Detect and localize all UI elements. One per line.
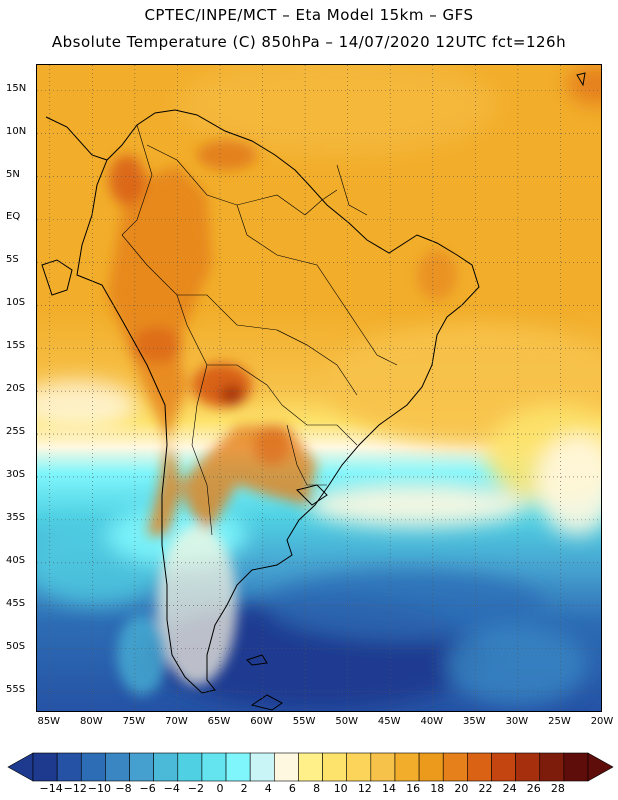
colorbar-tick-label: −2: [187, 782, 205, 795]
lon-label: 70W: [165, 716, 188, 727]
colorbar-tick-label: 12: [357, 782, 372, 795]
colorbar-tick-label: −8: [115, 782, 132, 795]
colorbar-swatch: [177, 752, 203, 782]
lat-label: 5N: [6, 168, 20, 180]
colorbar-swatch: [298, 752, 323, 782]
colorbar-swatch: [153, 752, 179, 782]
colorbar-swatch: [56, 752, 82, 782]
lat-label: EQ: [6, 211, 21, 223]
lat-label: 10S: [6, 297, 26, 309]
lat-label: 5S: [6, 254, 19, 266]
colorbar-tick-label: 8: [313, 782, 321, 795]
colorbar-max-arrow: [587, 752, 614, 782]
colorbar-tick-label: 22: [478, 782, 493, 795]
lon-label: 45W: [377, 716, 401, 727]
colorbar-swatch: [274, 752, 299, 782]
colorbar-swatch: [539, 752, 565, 782]
coastlines: [41, 72, 586, 711]
colorbar-tick-label: 10: [333, 782, 348, 795]
colorbar-tick-label: 28: [550, 782, 565, 795]
colorbar-min-arrow: [7, 752, 34, 782]
colorbar-swatch: [322, 752, 347, 782]
lat-label: 55S: [6, 683, 26, 695]
lat-lon-grid: [37, 65, 601, 711]
country-borders: [121, 124, 398, 536]
colorbar-swatch: [394, 752, 420, 782]
colorbar-tick-label: 16: [406, 782, 421, 795]
colorbar-tick-label: 20: [454, 782, 469, 795]
lat-label: 15N: [6, 82, 27, 94]
lon-label: 65W: [207, 716, 231, 727]
colorbar-tick-label: 0: [216, 782, 224, 795]
colorbar-tick-label: 26: [526, 782, 541, 795]
colorbar-tick-label: −10: [87, 782, 111, 795]
lat-label: 10N: [6, 125, 27, 137]
colorbar-swatch: [225, 752, 251, 782]
colorbar-tick-label: −14: [39, 782, 63, 795]
chart-title-line1: CPTEC/INPE/MCT – Eta Model 15km – GFS: [144, 6, 474, 24]
lat-label: 20S: [6, 383, 26, 395]
lon-label: 80W: [80, 716, 103, 727]
colorbar-swatch: [491, 752, 516, 782]
lon-label: 25W: [548, 716, 571, 727]
colorbar-tick-label: 2: [240, 782, 248, 795]
temperature-field: [37, 65, 601, 711]
colorbar-swatch: [80, 752, 106, 782]
colorbar-swatch: [515, 752, 541, 782]
colorbar-swatch: [442, 752, 468, 782]
lat-label: 30S: [6, 468, 26, 480]
lon-label: 30W: [505, 716, 529, 727]
colorbar-swatch: [370, 752, 396, 782]
colorbar: [7, 752, 614, 782]
colorbar-tick-label: −12: [63, 782, 87, 795]
lon-label: 50W: [335, 716, 358, 727]
colorbar-tick-label: 4: [264, 782, 272, 795]
lat-label: 15S: [6, 340, 26, 352]
colorbar-swatch: [32, 752, 58, 782]
lat-label: 50S: [6, 640, 26, 652]
lat-label: 40S: [6, 554, 26, 566]
lat-label: 25S: [6, 426, 26, 438]
colorbar-swatch: [249, 752, 275, 782]
colorbar-swatches: [7, 752, 614, 782]
chart-title-line2: Absolute Temperature (C) 850hPa – 14/07/…: [51, 33, 567, 51]
map-canvas: [37, 65, 601, 711]
temperature-map: [36, 64, 602, 712]
lon-label: 35W: [463, 716, 486, 727]
colorbar-swatch: [563, 752, 589, 782]
colorbar-swatch: [418, 752, 444, 782]
colorbar-swatch: [346, 752, 372, 782]
colorbar-tick-label: 14: [381, 782, 396, 795]
colorbar-tick-label: −4: [163, 782, 180, 795]
lon-label: 75W: [122, 716, 146, 727]
colorbar-swatch: [105, 752, 130, 782]
colorbar-tick-label: −6: [139, 782, 156, 795]
colorbar-swatch: [201, 752, 227, 782]
lat-label: 45S: [6, 597, 26, 609]
lon-label: 85W: [37, 716, 61, 727]
colorbar-swatch: [129, 752, 154, 782]
lon-label: 40W: [420, 716, 444, 727]
colorbar-tick-label: 18: [430, 782, 445, 795]
colorbar-swatch: [467, 752, 492, 782]
colorbar-tick-label: 6: [288, 782, 296, 795]
lat-label: 35S: [6, 511, 26, 523]
lon-label: 60W: [250, 716, 273, 727]
lon-label: 55W: [292, 716, 316, 727]
colorbar-tick-label: 24: [502, 782, 517, 795]
lon-label: 20W: [590, 716, 614, 727]
